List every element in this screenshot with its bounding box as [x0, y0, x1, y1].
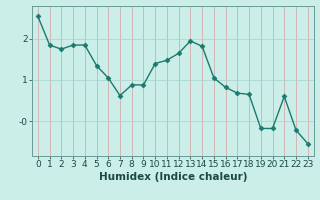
X-axis label: Humidex (Indice chaleur): Humidex (Indice chaleur): [99, 172, 247, 182]
